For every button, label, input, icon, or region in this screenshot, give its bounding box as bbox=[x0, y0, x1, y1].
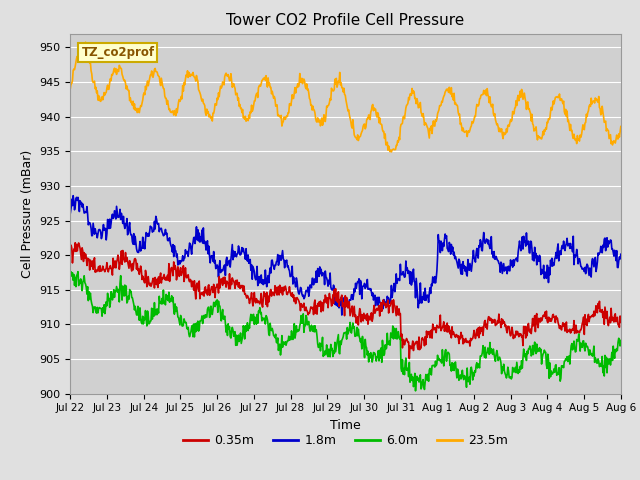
Text: TZ_co2prof: TZ_co2prof bbox=[81, 46, 154, 59]
Title: Tower CO2 Profile Cell Pressure: Tower CO2 Profile Cell Pressure bbox=[227, 13, 465, 28]
X-axis label: Time: Time bbox=[330, 419, 361, 432]
Legend: 0.35m, 1.8m, 6.0m, 23.5m: 0.35m, 1.8m, 6.0m, 23.5m bbox=[178, 429, 513, 452]
Y-axis label: Cell Pressure (mBar): Cell Pressure (mBar) bbox=[21, 149, 34, 278]
